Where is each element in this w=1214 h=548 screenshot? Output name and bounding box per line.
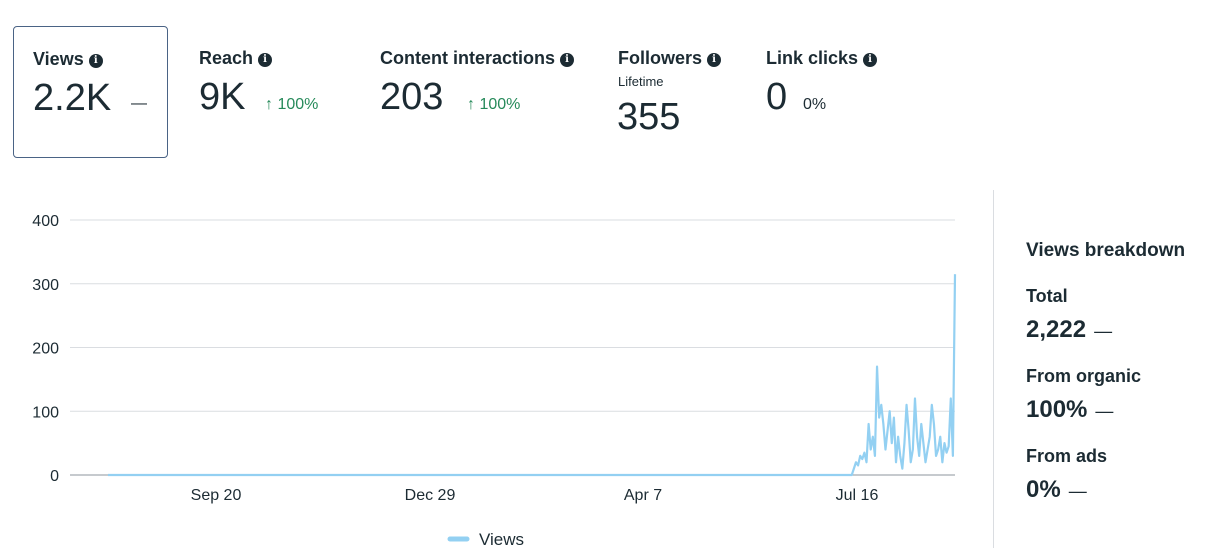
metric-card-link-clicks[interactable]: Link clicks i 0 0% xyxy=(752,26,892,158)
metric-card-interactions[interactable]: Content interactions i 203 ↑ 100% xyxy=(366,26,586,158)
breakdown-organic-value: 100% — xyxy=(1026,396,1113,424)
metric-card-views[interactable]: Views i 2.2K — xyxy=(13,26,168,158)
breakdown-total-label: Total xyxy=(1026,286,1068,306)
metric-label-reach: Reach i xyxy=(199,48,273,69)
metric-value-reach: 9K xyxy=(199,76,246,118)
views-breakdown-panel: Views breakdown Total 2,222 — From organi… xyxy=(1026,240,1206,503)
info-icon[interactable]: i xyxy=(258,53,273,67)
breakdown-total-change: — xyxy=(1094,321,1113,341)
views-line-chart: 0 100 200 300 400 Sep 20 Dec 29 Apr 7 Jul 16 View… xyxy=(32,213,957,548)
legend-label: Views xyxy=(479,530,524,548)
metric-change-interactions: ↑ 100% xyxy=(467,96,521,113)
breakdown-organic-change: — xyxy=(1095,401,1114,421)
reach-label-text: Reach xyxy=(199,48,254,68)
x-tick-label: Dec 29 xyxy=(405,487,456,504)
y-tick-label: 200 xyxy=(32,341,59,358)
info-icon[interactable]: i xyxy=(88,54,103,68)
metric-label-views: Views i xyxy=(33,49,103,70)
y-tick-label: 100 xyxy=(32,404,59,421)
metric-change-reach: ↑ 100% xyxy=(265,96,319,113)
link-clicks-label-text: Link clicks xyxy=(766,48,859,68)
y-tick-label: 0 xyxy=(50,468,59,485)
metrics-bar: Views i 2.2K — Reach i 9K ↑ 100% Content i… xyxy=(0,0,1214,170)
breakdown-ads-number: 0% xyxy=(1026,476,1061,503)
metric-value-interactions: 203 xyxy=(380,76,444,118)
info-icon[interactable]: i xyxy=(707,53,722,67)
breakdown-ads-change: — xyxy=(1068,481,1087,501)
metric-change-views: — xyxy=(131,95,147,112)
breakdown-organic-label: From organic xyxy=(1026,366,1142,386)
metric-label-followers: Followers i xyxy=(618,48,722,69)
metric-change-link-clicks: 0% xyxy=(803,96,827,113)
metric-card-followers[interactable]: Followers i Lifetime 355 xyxy=(604,26,734,158)
breakdown-organic-number: 100% xyxy=(1026,396,1088,423)
breakdown-total-value: 2,222 — xyxy=(1026,316,1112,344)
followers-label-text: Followers xyxy=(618,48,703,68)
metric-value-followers: 355 xyxy=(617,96,681,138)
series-line-views xyxy=(108,274,957,477)
views-label-text: Views xyxy=(33,49,84,69)
info-icon[interactable]: i xyxy=(863,53,878,67)
metric-card-reach[interactable]: Reach i 9K ↑ 100% xyxy=(185,26,345,158)
breakdown-ads-value: 0% — xyxy=(1026,476,1087,504)
x-tick-label: Jul 16 xyxy=(836,487,879,504)
x-tick-label: Apr 7 xyxy=(624,487,662,504)
panel-divider xyxy=(993,190,994,548)
info-icon[interactable]: i xyxy=(560,53,575,67)
breakdown-total-number: 2,222 xyxy=(1026,316,1087,343)
y-tick-label: 400 xyxy=(32,213,59,230)
metric-label-interactions: Content interactions i xyxy=(380,48,575,69)
metric-value-link-clicks: 0 xyxy=(766,76,788,118)
metric-label-link-clicks: Link clicks i xyxy=(766,48,878,69)
x-tick-label: Sep 20 xyxy=(191,487,242,504)
interactions-label-text: Content interactions xyxy=(380,48,556,68)
breakdown-ads-label: From ads xyxy=(1026,446,1108,466)
metric-value-views: 2.2K xyxy=(33,77,112,119)
breakdown-title: Views breakdown xyxy=(1026,240,1186,261)
y-tick-label: 300 xyxy=(32,277,59,294)
metric-sub-followers: Lifetime xyxy=(618,74,664,89)
